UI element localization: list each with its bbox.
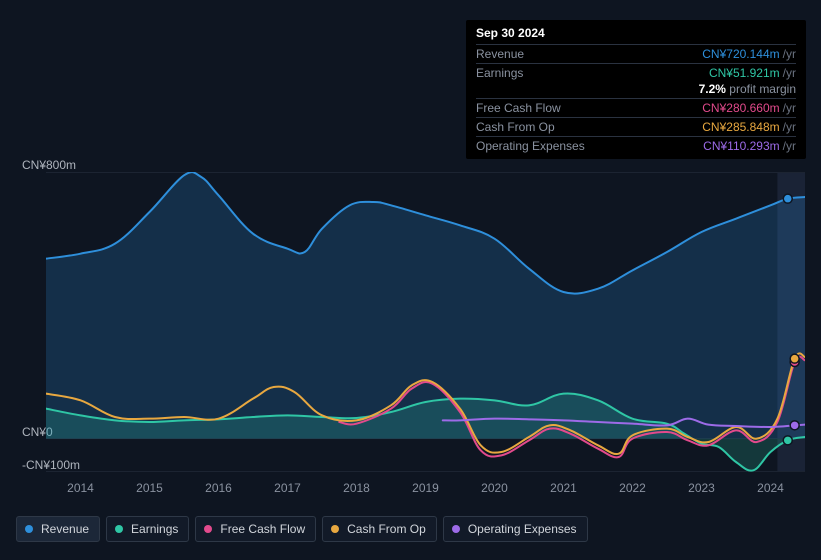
tooltip-row-label: Operating Expenses xyxy=(476,139,585,153)
legend-item-label: Revenue xyxy=(41,522,89,536)
tooltip-row: Operating Expenses CN¥110.293m/yr xyxy=(476,136,796,155)
legend-item-label: Cash From Op xyxy=(347,522,426,536)
tooltip-row-value: CN¥280.660m/yr xyxy=(702,101,796,115)
legend-item-operating-expenses[interactable]: Operating Expenses xyxy=(443,516,588,542)
legend-item-free-cash-flow[interactable]: Free Cash Flow xyxy=(195,516,316,542)
x-axis-tick: 2024 xyxy=(736,481,805,495)
x-axis-tick: 2014 xyxy=(46,481,115,495)
tooltip-date: Sep 30 2024 xyxy=(476,26,796,40)
legend-item-revenue[interactable]: Revenue xyxy=(16,516,100,542)
legend-item-label: Operating Expenses xyxy=(468,522,577,536)
tooltip-row-label: Earnings xyxy=(476,66,523,80)
x-axis-ticks: 2014201520162017201820192020202120222023… xyxy=(46,481,805,495)
chart-plot-area[interactable] xyxy=(46,172,805,472)
x-axis-tick: 2015 xyxy=(115,481,184,495)
tooltip-row-value: CN¥285.848m/yr xyxy=(702,120,796,134)
legend-dot-icon xyxy=(25,525,33,533)
x-axis-tick: 2018 xyxy=(322,481,391,495)
tooltip-row: Revenue CN¥720.144m/yr xyxy=(476,44,796,63)
x-axis-tick: 2021 xyxy=(529,481,598,495)
tooltip-row: Cash From Op CN¥285.848m/yr xyxy=(476,117,796,136)
tooltip-row: Earnings CN¥51.921m/yr xyxy=(476,63,796,82)
x-axis-tick: 2017 xyxy=(253,481,322,495)
x-axis-tick: 2022 xyxy=(598,481,667,495)
legend-dot-icon xyxy=(331,525,339,533)
x-axis-tick: 2016 xyxy=(184,481,253,495)
tooltip-row-label: Revenue xyxy=(476,47,524,61)
x-axis-tick: 2019 xyxy=(391,481,460,495)
tooltip-row-value: CN¥110.293m/yr xyxy=(703,139,796,153)
tooltip-profit-margin: 7.2% profit margin xyxy=(476,82,796,98)
x-axis-tick: 2023 xyxy=(667,481,736,495)
financials-chart[interactable]: CN¥800m CN¥0 -CN¥100m 201420152016201720… xyxy=(16,158,805,503)
legend-item-label: Free Cash Flow xyxy=(220,522,305,536)
tooltip-row-label: Cash From Op xyxy=(476,120,555,134)
legend-item-earnings[interactable]: Earnings xyxy=(106,516,189,542)
legend-dot-icon xyxy=(204,525,212,533)
chart-legend: Revenue Earnings Free Cash Flow Cash From O… xyxy=(16,516,588,542)
tooltip-row-label: Free Cash Flow xyxy=(476,101,561,115)
tooltip-row-value: CN¥51.921m/yr xyxy=(709,66,796,80)
legend-dot-icon xyxy=(452,525,460,533)
tooltip-row-value: CN¥720.144m/yr xyxy=(702,47,796,61)
legend-item-label: Earnings xyxy=(131,522,178,536)
legend-item-cash-from-op[interactable]: Cash From Op xyxy=(322,516,437,542)
y-axis-label-max: CN¥800m xyxy=(22,158,76,172)
legend-dot-icon xyxy=(115,525,123,533)
tooltip-row: Free Cash Flow CN¥280.660m/yr xyxy=(476,98,796,117)
x-axis-tick: 2020 xyxy=(460,481,529,495)
hover-tooltip: Sep 30 2024 Revenue CN¥720.144m/yr Earning… xyxy=(466,20,806,159)
